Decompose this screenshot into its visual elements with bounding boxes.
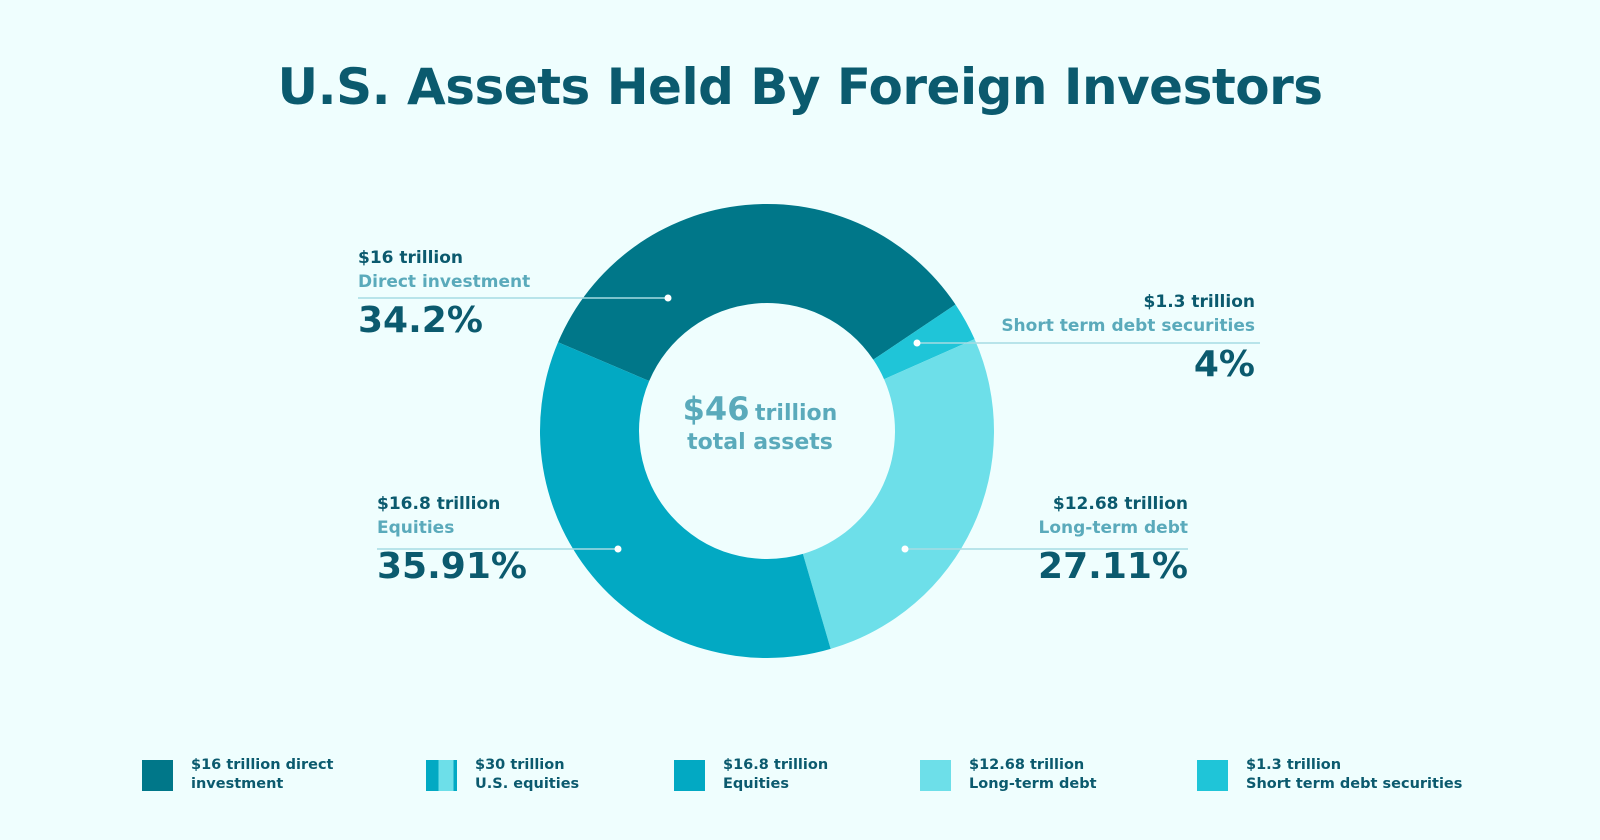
- legend-line2: Equities: [723, 776, 789, 792]
- legend-line1: $12.68 trillion: [969, 757, 1085, 773]
- leader-dot: [901, 545, 909, 553]
- leader-dot: [614, 545, 622, 553]
- legend-swatch: [920, 760, 951, 791]
- slice-percent: 34.2%: [358, 300, 483, 341]
- legend-swatch: [426, 760, 457, 791]
- total-caption: total assets: [687, 430, 833, 455]
- slice-percent: 4%: [1193, 344, 1255, 385]
- legend-item: $12.68 trillion Long-term debt: [920, 757, 1097, 794]
- slice-amount: $16 trillion: [358, 248, 464, 268]
- slice-short-term-debt: [873, 304, 975, 380]
- legend-line2: Long-term debt: [969, 776, 1097, 792]
- legend-item: $16 trillion direct investment: [142, 757, 333, 794]
- legend-item: $16.8 trillion Equities: [674, 757, 828, 794]
- leader-dot: [664, 294, 672, 302]
- label-long-term-debt: $12.68 trillion Long-term debt 27.11%: [1038, 494, 1188, 587]
- legend-line2: Short term debt securities: [1246, 776, 1463, 792]
- slice-amount: $1.3 trillion: [1143, 292, 1255, 312]
- slice-percent: 35.91%: [377, 546, 527, 587]
- legend-swatch: [142, 760, 173, 791]
- center-total: $46 trillion total assets: [650, 390, 870, 455]
- slice-name: Direct investment: [358, 272, 531, 292]
- legend-line1: $16 trillion direct: [191, 757, 334, 773]
- slice-amount: $16.8 trillion: [377, 494, 501, 514]
- slice-name: Long-term debt: [1038, 518, 1188, 538]
- legend-swatch: [1197, 760, 1228, 791]
- legend-line2: investment: [191, 776, 284, 792]
- legend-line1: $16.8 trillion: [723, 757, 829, 773]
- legend-item: $30 trillion U.S. equities: [426, 757, 580, 794]
- slice-percent: 27.11%: [1038, 546, 1188, 587]
- legend-swatch: [674, 760, 705, 791]
- slice-equities: [539, 342, 831, 658]
- leader-dot: [913, 339, 921, 347]
- slice-direct-investment: [558, 204, 956, 381]
- slice-name: Short term debt securities: [1001, 316, 1255, 336]
- slice-name: Equities: [377, 518, 455, 538]
- label-short-term-debt: $1.3 trillion Short term debt securities…: [1001, 292, 1255, 385]
- chart-title: U.S. Assets Held By Foreign Investors: [277, 58, 1323, 116]
- slice-amount: $12.68 trillion: [1052, 494, 1188, 514]
- legend-item: $1.3 trillion Short term debt securities: [1197, 757, 1463, 794]
- legend-line2: U.S. equities: [475, 776, 580, 792]
- total-unit: trillion: [755, 401, 838, 426]
- total-value: $46: [682, 390, 750, 428]
- label-direct-investment: $16 trillion Direct investment 34.2%: [358, 248, 530, 341]
- label-equities: $16.8 trillion Equities 35.91%: [377, 494, 527, 587]
- slice-long-term-debt: [802, 339, 994, 649]
- legend-line1: $30 trillion: [475, 757, 565, 773]
- legend-line1: $1.3 trillion: [1246, 757, 1342, 773]
